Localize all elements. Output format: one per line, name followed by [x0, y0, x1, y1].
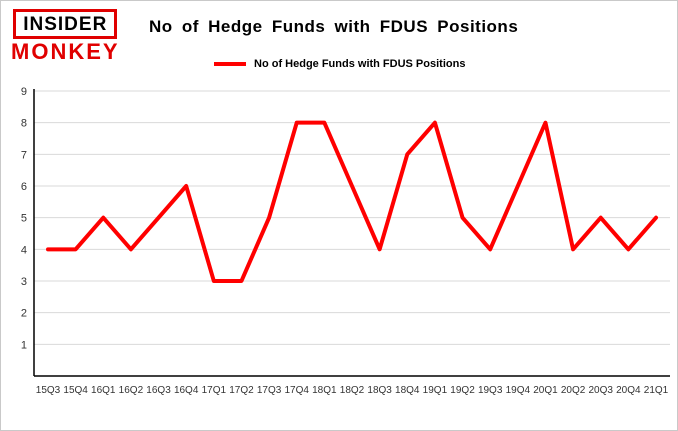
svg-text:18Q2: 18Q2 — [340, 385, 365, 396]
legend-line-marker — [214, 62, 246, 66]
svg-text:17Q3: 17Q3 — [257, 385, 282, 396]
svg-text:17Q2: 17Q2 — [229, 385, 254, 396]
svg-text:18Q1: 18Q1 — [312, 385, 337, 396]
svg-text:16Q4: 16Q4 — [174, 385, 199, 396]
legend-label: No of Hedge Funds with FDUS Positions — [254, 58, 466, 70]
svg-text:4: 4 — [21, 244, 27, 256]
logo-insider-text: INSIDER — [13, 9, 118, 39]
svg-text:15Q4: 15Q4 — [63, 385, 88, 396]
logo-monkey-text: MONKEY — [11, 39, 120, 64]
svg-text:19Q2: 19Q2 — [450, 385, 475, 396]
svg-text:21Q1: 21Q1 — [644, 385, 669, 396]
svg-text:20Q2: 20Q2 — [561, 385, 586, 396]
svg-text:19Q4: 19Q4 — [506, 385, 531, 396]
svg-text:20Q4: 20Q4 — [616, 385, 641, 396]
svg-text:16Q2: 16Q2 — [119, 385, 144, 396]
legend: No of Hedge Funds with FDUS Positions — [214, 57, 465, 71]
svg-text:1: 1 — [21, 339, 27, 351]
svg-text:15Q3: 15Q3 — [36, 385, 61, 396]
chart-title: No of Hedge Funds with FDUS Positions — [149, 17, 519, 36]
svg-text:18Q4: 18Q4 — [395, 385, 420, 396]
svg-text:18Q3: 18Q3 — [367, 385, 392, 396]
svg-text:5: 5 — [21, 213, 27, 225]
svg-text:20Q3: 20Q3 — [588, 385, 613, 396]
svg-text:8: 8 — [21, 118, 27, 130]
svg-text:17Q1: 17Q1 — [202, 385, 227, 396]
svg-text:19Q3: 19Q3 — [478, 385, 503, 396]
svg-text:16Q1: 16Q1 — [91, 385, 116, 396]
svg-text:6: 6 — [21, 181, 27, 193]
svg-text:3: 3 — [21, 276, 27, 288]
insider-monkey-logo: INSIDER MONKEY — [11, 9, 120, 63]
svg-text:19Q1: 19Q1 — [423, 385, 448, 396]
svg-text:17Q4: 17Q4 — [284, 385, 309, 396]
svg-text:16Q3: 16Q3 — [146, 385, 171, 396]
svg-text:2: 2 — [21, 308, 27, 320]
svg-text:7: 7 — [21, 149, 27, 161]
svg-text:9: 9 — [21, 86, 27, 98]
svg-text:20Q1: 20Q1 — [533, 385, 558, 396]
